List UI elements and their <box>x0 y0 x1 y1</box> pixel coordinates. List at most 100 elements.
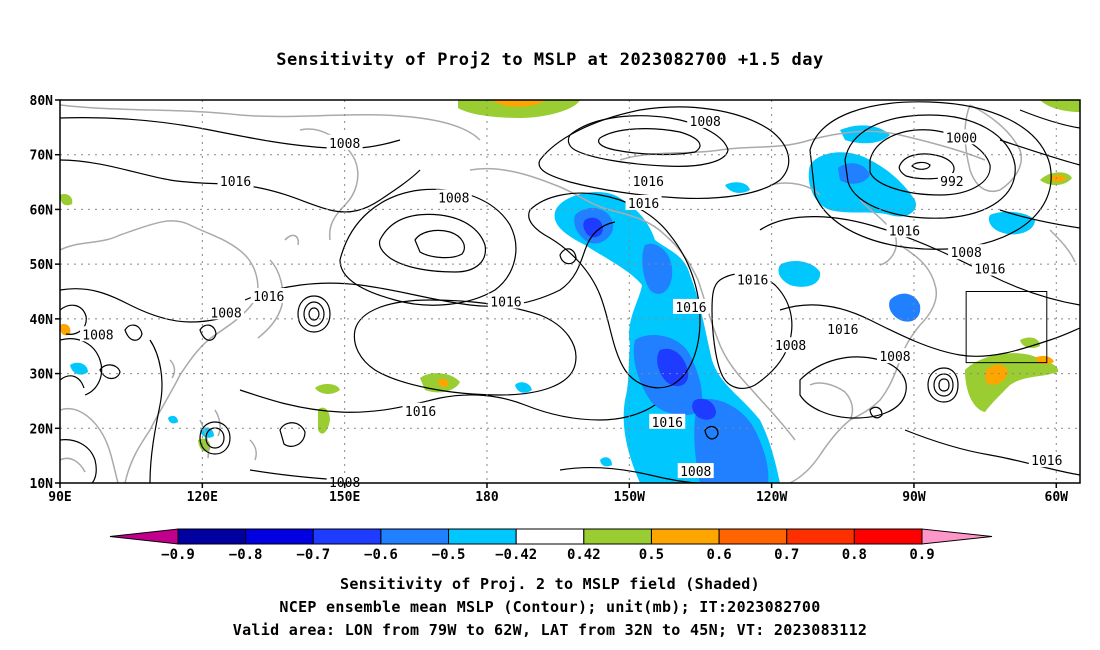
lon-tick-label: 90E <box>48 490 71 505</box>
contour-1008-ring <box>809 101 1052 250</box>
contour-label-bg <box>402 402 439 418</box>
contour-label-bg <box>326 474 363 489</box>
colorbar-high-triangle <box>921 528 993 545</box>
coast-greenland <box>964 104 1022 192</box>
coast-japan <box>257 234 300 339</box>
colorbar-label: −0.6 <box>364 547 398 563</box>
contour-label: 1016 <box>974 263 1005 278</box>
contour-labels: 1008 1016 1008 1016 1008 1016 1000 992 1016 1008 1… <box>79 112 1065 491</box>
lat-tick-label: 70N <box>30 149 54 164</box>
contour-label: 1016 <box>633 175 664 190</box>
shade-negative-valid <box>740 163 921 322</box>
contour-label: 1008 <box>950 246 981 261</box>
lat-tick-label: 10N <box>30 477 54 492</box>
lat-tick-label: 30N <box>30 368 54 383</box>
contour-label-bg <box>625 194 662 210</box>
contour-1016-east <box>999 109 1080 229</box>
contour-label: 1008 <box>210 306 241 321</box>
contour-label: 1008 <box>438 191 469 206</box>
contour-1016-na-east <box>759 216 1080 306</box>
contour-label: 1016 <box>253 290 284 305</box>
colorbar-swatch <box>650 528 720 545</box>
colorbar-swatch <box>853 528 923 545</box>
contour-1000-lowcenter <box>869 129 991 196</box>
contour-label-bg <box>876 348 913 364</box>
coast-kamchatka <box>299 128 359 241</box>
plot-frame <box>59 99 1081 484</box>
contour-1008-arctic-low <box>567 115 729 167</box>
contour-label-bg <box>971 260 1008 276</box>
page-title: Sensitivity of Proj2 to MSLP at 20230827… <box>276 50 824 70</box>
colorbar-label: −0.8 <box>229 547 263 563</box>
contour-label: 992 <box>940 175 963 190</box>
contour-1016-nw <box>60 159 421 213</box>
colorbar-label: 0.8 <box>842 547 867 563</box>
contour-label: 1008 <box>82 328 113 343</box>
colorbar: −0.9 −0.8 −0.7 −0.6 −0.5 −0.42 0.42 0.5 0.6 0.7 0.… <box>109 528 993 563</box>
contour-1016-pacific-south <box>60 288 241 323</box>
contour-label-bg <box>326 134 363 150</box>
contour-label: 1016 <box>737 274 768 289</box>
contour-label-bg <box>943 129 980 145</box>
caption-line-1: Sensitivity of Proj. 2 to MSLP field (Sh… <box>340 575 760 593</box>
contour-label-bg <box>250 287 287 303</box>
contour-label: 1008 <box>879 350 910 365</box>
caption-line-3: Valid area: LON from 79W to 62W, LAT fro… <box>232 621 868 639</box>
plot-area <box>60 100 1080 483</box>
contour-label-bg <box>687 112 724 128</box>
contour-1008-aleut-low-2 <box>414 229 465 259</box>
contour-label: 1016 <box>628 197 659 212</box>
valid-area-box <box>965 291 1048 364</box>
lon-tick-label: 120W <box>756 490 787 505</box>
sensitivity-shading <box>60 100 1080 483</box>
contour-label-bg <box>435 189 472 205</box>
colorbar-label: 0.5 <box>639 547 664 563</box>
contour-label-bg <box>677 463 714 479</box>
lat-tick-label: 60N <box>30 203 54 218</box>
contour-1016-na-west <box>711 273 793 389</box>
lon-tick-label: 90W <box>902 490 926 505</box>
contour-small-lows <box>60 248 883 447</box>
contour-typhoon-1 <box>297 295 331 333</box>
colorbar-swatch <box>380 528 450 545</box>
contour-label: 1016 <box>652 416 683 431</box>
colorbar-label: 0.42 <box>567 547 601 563</box>
colorbar-swatch <box>583 528 652 545</box>
lon-tick-label: 150W <box>614 490 645 505</box>
contour-label-bg <box>79 326 116 342</box>
contour-label: 1016 <box>889 224 920 239</box>
contour-label: 1016 <box>1031 454 1062 469</box>
colorbar-swatch <box>312 528 382 545</box>
contour-1008-south <box>249 466 701 483</box>
coast-asia-2 <box>60 408 119 483</box>
coast-islands <box>169 229 1076 461</box>
colorbar-label: 0.7 <box>774 547 799 563</box>
contour-typhoon-2 <box>199 421 231 455</box>
contour-1016-na-central <box>779 304 1080 357</box>
contour-label: 1016 <box>490 295 521 310</box>
coast-gulf <box>809 382 854 421</box>
contour-label-bg <box>824 320 861 336</box>
coastlines <box>60 104 1076 483</box>
contour-label: 1000 <box>946 131 977 146</box>
colorbar-label: 0.9 <box>909 547 934 563</box>
contour-label-bg <box>487 293 524 309</box>
contour-label-bg <box>672 298 709 314</box>
lat-tick-label: 20N <box>30 422 54 437</box>
lon-tick-label: 60W <box>1045 490 1069 505</box>
longitude-axis: 90E 120E 150E 180 150W 120W 90W 60W <box>48 483 1068 505</box>
contour-label-bg <box>208 304 245 320</box>
colorbar-swatch <box>245 528 314 545</box>
contour-misc-west <box>60 338 163 483</box>
colorbar-label: −0.9 <box>161 547 195 563</box>
caption-line-2: NCEP ensemble mean MSLP (Contour); unit(… <box>279 598 821 616</box>
mslp-contours <box>60 101 1080 483</box>
contour-label-bg <box>734 271 771 287</box>
contour-1016-aleut <box>339 188 517 306</box>
contour-label: 1016 <box>405 405 436 420</box>
contour-label: 1016 <box>675 301 706 316</box>
contour-label: 1008 <box>690 115 721 130</box>
contour-label-bg <box>217 173 254 189</box>
colorbar-swatch <box>448 528 517 545</box>
